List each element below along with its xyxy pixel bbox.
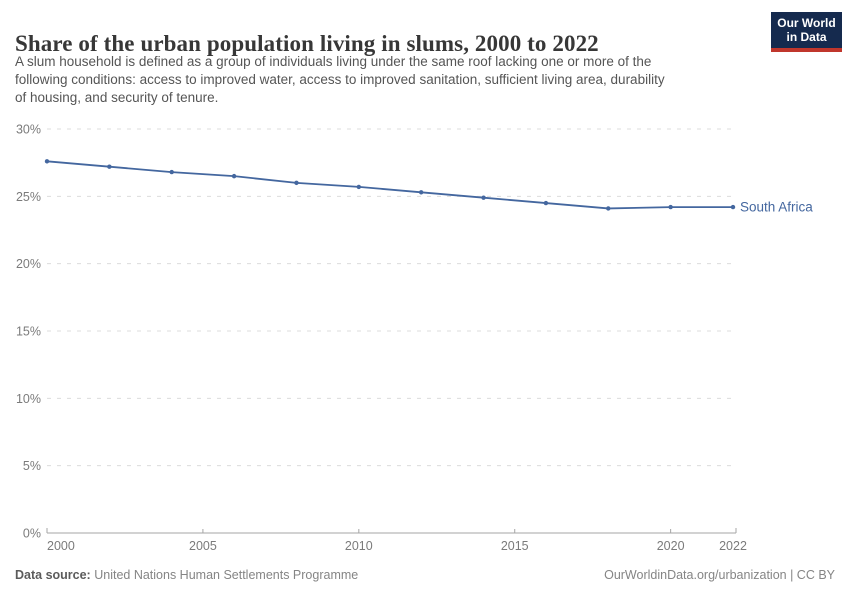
owid-logo-line1: Our World (777, 16, 836, 30)
x-axis-tick-label: 2015 (501, 539, 529, 553)
chart-footer: Data source: United Nations Human Settle… (15, 568, 835, 582)
data-point-marker (481, 195, 486, 200)
data-point-marker (107, 164, 112, 169)
data-point-marker (668, 204, 673, 210)
data-source-value: United Nations Human Settlements Program… (94, 568, 359, 582)
x-axis-tick-label: 2000 (47, 539, 75, 553)
y-axis-tick-label: 0% (23, 527, 41, 541)
data-point-marker (730, 204, 736, 210)
x-axis-tick-label: 2020 (657, 539, 685, 553)
y-axis-tick-label: 15% (16, 325, 41, 339)
subtitle-line: A slum household is defined as a group o… (15, 54, 652, 69)
y-axis-tick-label: 10% (16, 392, 41, 406)
y-axis-tick-label: 25% (16, 190, 41, 204)
data-point-marker (169, 169, 174, 175)
owid-url-license-link[interactable]: OurWorldinData.org/urbanization | CC BY (604, 568, 835, 582)
data-source: Data source: United Nations Human Settle… (15, 568, 358, 582)
data-point-marker (44, 159, 50, 164)
y-axis-tick-label: 20% (16, 257, 41, 271)
data-point-marker (543, 200, 549, 206)
chart-subtitle: A slum household is defined as a group o… (15, 53, 755, 107)
series-line (46, 160, 733, 210)
data-source-label: Data source: (15, 568, 91, 582)
subtitle-line: following conditions: access to improved… (15, 72, 665, 87)
data-point-marker (418, 190, 424, 195)
owid-logo-line2: in Data (786, 30, 827, 44)
x-axis-tick-label: 2005 (189, 539, 217, 553)
data-point-marker (606, 206, 611, 211)
chart-title: Share of the urban population living in … (15, 31, 599, 57)
x-axis-tick-label: 2022 (719, 539, 747, 553)
data-point-marker (231, 173, 237, 179)
subtitle-line: of housing, and security of tenure. (15, 90, 219, 105)
data-point-marker (356, 184, 362, 190)
y-axis-tick-label: 30% (16, 123, 41, 137)
y-axis-tick-label: 5% (23, 459, 41, 473)
owid-logo[interactable]: Our World in Data (771, 12, 842, 52)
data-point-marker (294, 180, 299, 186)
x-axis-tick-label: 2010 (345, 539, 373, 553)
series-entity-label: South Africa (740, 200, 813, 215)
